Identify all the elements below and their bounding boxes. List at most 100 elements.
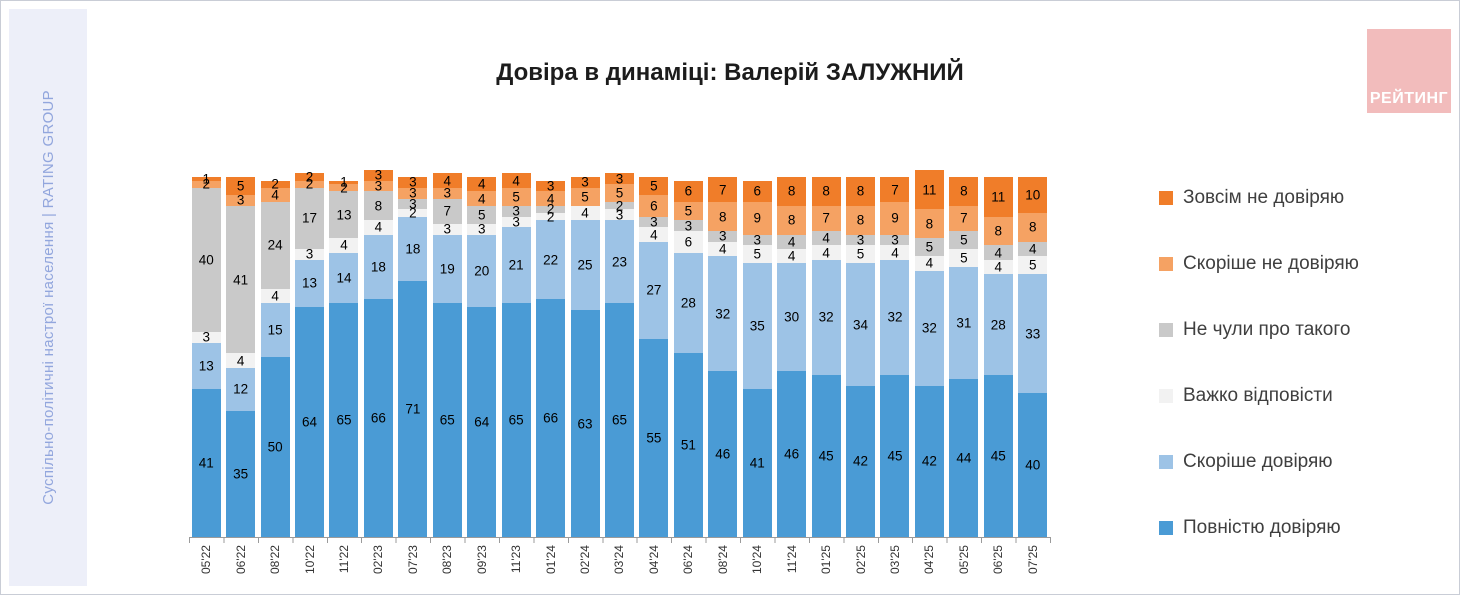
x-tick-label: 05'25	[956, 545, 971, 574]
bar-value-label: 7	[960, 210, 968, 226]
bar-group: 65 19 3 7 3 4	[430, 169, 464, 537]
bar-value-label: 4	[477, 176, 486, 192]
bar-segment: 4	[536, 191, 566, 206]
bar-segment: 5	[742, 245, 772, 264]
bar-value-label: 3	[615, 171, 624, 187]
bar-segment: 1	[191, 172, 221, 185]
bar-segment: 4	[501, 173, 531, 188]
bar-value-label: 3	[409, 196, 417, 212]
bar-value-label: 9	[753, 210, 761, 226]
bar-value-label: 30	[784, 309, 800, 325]
bar-segment: 42	[914, 385, 944, 537]
bar-segment: 12	[226, 367, 256, 411]
bar-segment: 2	[295, 170, 325, 183]
bar-value-label: 4	[1028, 241, 1037, 257]
bar-segment: 17	[295, 187, 325, 250]
bar-value-label: 5	[236, 178, 245, 194]
bar-value-label: 4	[271, 187, 279, 203]
x-tick-label: 09'23	[474, 545, 489, 574]
bar-segment: 2	[604, 199, 634, 212]
bar-segment: 8	[1018, 213, 1048, 242]
legend-item: Зовсім не довіряю	[1159, 187, 1359, 209]
x-tick-label: 03'24	[612, 545, 627, 574]
bar-value-label: 23	[611, 253, 627, 269]
bar-segment: 3	[363, 179, 393, 192]
x-tick-label: 07'25	[1025, 545, 1040, 574]
bar-segment: 8	[777, 177, 807, 206]
bar-segment: 4	[708, 241, 738, 257]
legend-label: Скоріше довіряю	[1183, 451, 1333, 472]
bar-group: 55 27 4 3 6 5	[637, 169, 671, 537]
bar-segment: 41	[742, 389, 772, 537]
bar-value-label: 45	[887, 448, 903, 464]
bar-segment: 8	[949, 177, 979, 206]
bar-segment: 6	[742, 180, 772, 203]
bar-value-label: 4	[994, 259, 1003, 275]
bar-segment: 22	[536, 220, 566, 300]
bar-segment: 2	[329, 181, 359, 194]
stacked-bar-chart: 41 13 3 40 2 1 35 12 4 41 3 5 50 15 4 24 4 2 64 13 3 17 2 2 65 14…	[189, 168, 1051, 593]
bar-value-label: 5	[512, 189, 520, 205]
bar-segment: 3	[226, 194, 256, 207]
bar-value-label: 3	[546, 178, 555, 194]
bar-value-label: 50	[267, 439, 283, 455]
bar-segment: 46	[708, 371, 738, 537]
bar-value-label: 13	[336, 207, 352, 223]
x-tick-label: 05'22	[199, 545, 214, 574]
bar-value-label: 32	[921, 320, 937, 336]
bar-value-label: 5	[684, 203, 693, 219]
bar-segment: 5	[639, 177, 669, 196]
bar-value-label: 3	[202, 329, 210, 345]
bar-value-label: 8	[787, 212, 796, 228]
legend-swatch	[1159, 191, 1173, 205]
bar-value-label: 8	[856, 183, 865, 199]
bar-segment: 4	[432, 173, 462, 188]
bar-group: 42 34 5 3 8 8	[843, 169, 877, 537]
bar-value-label: 71	[405, 401, 421, 417]
bar-value-label: 3	[753, 232, 761, 248]
bar-segment: 2	[536, 203, 566, 216]
bar-segment: 2	[295, 177, 325, 190]
bar-group: 50 15 4 24 4 2	[258, 169, 292, 537]
bar-value-label: 15	[267, 322, 283, 338]
bar-value-label: 55	[646, 430, 662, 446]
bar-value-label: 17	[302, 210, 318, 226]
bar-segment: 4	[811, 231, 841, 246]
bar-segment: 4	[880, 245, 910, 260]
bar-value-label: 3	[443, 185, 452, 201]
bar-value-label: 5	[650, 178, 658, 194]
bar-value-label: 3	[512, 214, 520, 230]
bar-segment: 4	[777, 249, 807, 264]
x-tick-label: 02'23	[371, 545, 386, 574]
bar-segment: 8	[777, 205, 807, 235]
legend-swatch	[1159, 521, 1173, 535]
bar-segment: 8	[363, 191, 393, 221]
bar-value-label: 66	[543, 410, 559, 426]
bar-segment: 8	[846, 177, 876, 206]
bar-segment: 65	[432, 303, 462, 537]
bar-value-label: 24	[267, 237, 283, 253]
bar-group: 41 35 5 3 9 6	[740, 169, 774, 537]
bar-value-label: 4	[236, 352, 245, 368]
x-tick-label: 11'24	[784, 545, 799, 574]
legend-item: Не чули про такого	[1159, 319, 1359, 341]
bar-value-label: 7	[822, 210, 830, 226]
bar-value-label: 3	[891, 232, 899, 248]
bar-segment: 14	[329, 252, 359, 303]
bar-value-label: 22	[543, 252, 559, 268]
bar-segment: 4	[363, 220, 393, 235]
bar-value-label: 4	[271, 288, 279, 304]
bar-segment: 40	[191, 187, 221, 332]
bar-segment: 55	[639, 339, 669, 537]
x-tick-label: 01'25	[819, 545, 834, 574]
x-tick-label: 04'24	[646, 545, 661, 574]
bar-segment: 33	[1018, 274, 1048, 393]
bar-group: 64 13 3 17 2 2	[292, 169, 326, 537]
bar-segment: 4	[1018, 241, 1048, 257]
bar-segment: 8	[914, 209, 944, 239]
bar-segment: 45	[811, 375, 841, 537]
bar-segment: 44	[949, 378, 979, 537]
bar-segment: 5	[1018, 256, 1048, 275]
bar-value-label: 35	[749, 318, 765, 334]
bar-segment: 51	[673, 353, 703, 537]
